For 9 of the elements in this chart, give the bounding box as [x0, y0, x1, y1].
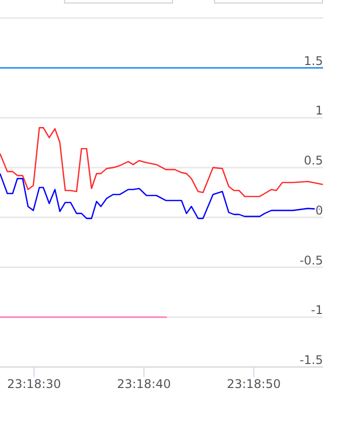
y-tick-label: 1.5	[304, 54, 323, 68]
y-tick-label: 0.5	[304, 154, 323, 168]
y-tick-label: -1	[311, 303, 323, 318]
y-tick-label: 1	[315, 104, 323, 118]
y-tick-label: -1.5	[300, 353, 323, 367]
x-tick-label: 23:18:40	[116, 377, 171, 391]
x-tick-label: 23:18:30	[7, 377, 62, 391]
y-tick-label: -0.5	[300, 253, 323, 268]
x-tick-label: 23:18:50	[226, 377, 281, 391]
